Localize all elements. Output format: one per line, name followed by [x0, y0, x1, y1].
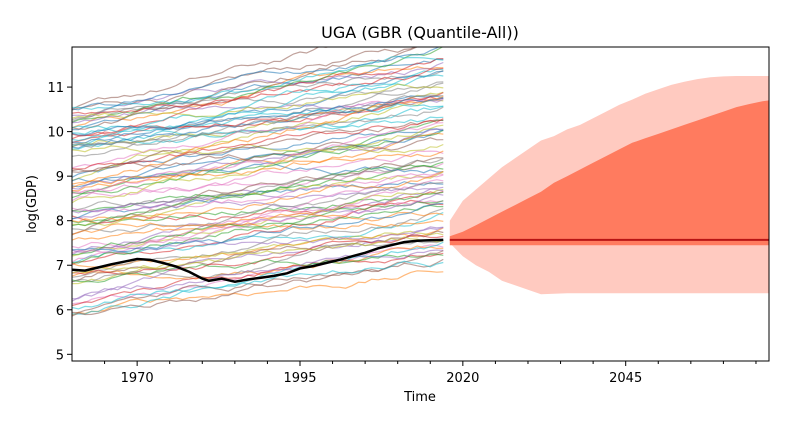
- x-axis: 1970 1995 2020 2045: [104, 361, 757, 386]
- background-series-line: [72, 226, 444, 300]
- background-series-line: [72, 211, 444, 236]
- background-series-line: [72, 150, 444, 185]
- forecast-inner-band: [449, 100, 769, 246]
- background-series-line: [72, 67, 444, 115]
- background-series-line: [72, 122, 444, 202]
- highlight-series-line: [72, 238, 444, 283]
- y-tick-label: 5: [56, 348, 64, 363]
- background-series-line: [72, 186, 444, 256]
- y-axis-label: log(GDP): [25, 175, 40, 233]
- background-series-line: [72, 200, 444, 256]
- background-series-line: [72, 170, 444, 223]
- y-tick-label: 7: [56, 259, 64, 274]
- x-axis-label: Time: [403, 390, 436, 405]
- background-series-line: [72, 260, 444, 310]
- background-series-line: [72, 97, 444, 136]
- background-series-line: [72, 99, 444, 181]
- background-series-line: [72, 81, 444, 122]
- background-series-line: [72, 128, 444, 190]
- x-tick-label: 2045: [609, 371, 642, 386]
- x-tick-label: 1970: [121, 371, 154, 386]
- background-series-line: [72, 83, 444, 119]
- background-series-line: [72, 199, 444, 225]
- background-series-line: [72, 250, 444, 314]
- background-series-line: [72, 95, 444, 149]
- background-series-line: [72, 47, 331, 110]
- background-series-line: [72, 204, 444, 264]
- background-series-line: [72, 68, 444, 142]
- background-series-line: [72, 95, 444, 189]
- x-tick-label: 2020: [446, 371, 479, 386]
- y-tick-label: 10: [47, 126, 64, 141]
- background-series-line: [72, 208, 444, 278]
- background-series-line: [72, 162, 444, 197]
- background-series-line: [72, 249, 444, 302]
- background-series-line: [72, 270, 444, 316]
- background-series-line: [72, 226, 444, 254]
- background-series-line: [72, 188, 444, 257]
- background-series-line: [72, 118, 444, 170]
- plot-area: [72, 47, 769, 317]
- background-series-line: [72, 47, 440, 111]
- background-series-line: [72, 161, 444, 227]
- background-series-line: [72, 219, 444, 241]
- y-tick-label: 8: [56, 215, 64, 230]
- background-series-line: [72, 157, 444, 235]
- axes-frame: [71, 46, 770, 362]
- background-series-line: [72, 119, 444, 199]
- y-tick-label: 9: [56, 170, 64, 185]
- background-series-line: [72, 173, 444, 212]
- background-series-line: [72, 236, 444, 274]
- background-series-line: [72, 119, 444, 172]
- background-series-line: [72, 47, 444, 124]
- background-series-line: [72, 252, 444, 307]
- y-axis: 5 6 7 8 9 10 11: [47, 81, 72, 363]
- background-series-line: [72, 96, 444, 137]
- background-series-line: [72, 239, 444, 283]
- y-tick-label: 11: [47, 81, 64, 96]
- background-series-line: [72, 103, 444, 133]
- background-series-line: [72, 245, 444, 280]
- background-series-line: [72, 158, 444, 212]
- chart-title: UGA (GBR (Quantile-All)): [321, 23, 519, 42]
- background-series-line: [72, 193, 444, 214]
- background-series-line: [72, 182, 444, 233]
- background-series-line: [72, 70, 444, 144]
- background-series-line: [72, 202, 444, 253]
- y-tick-label: 6: [56, 304, 64, 319]
- x-tick-label: 1995: [283, 371, 316, 386]
